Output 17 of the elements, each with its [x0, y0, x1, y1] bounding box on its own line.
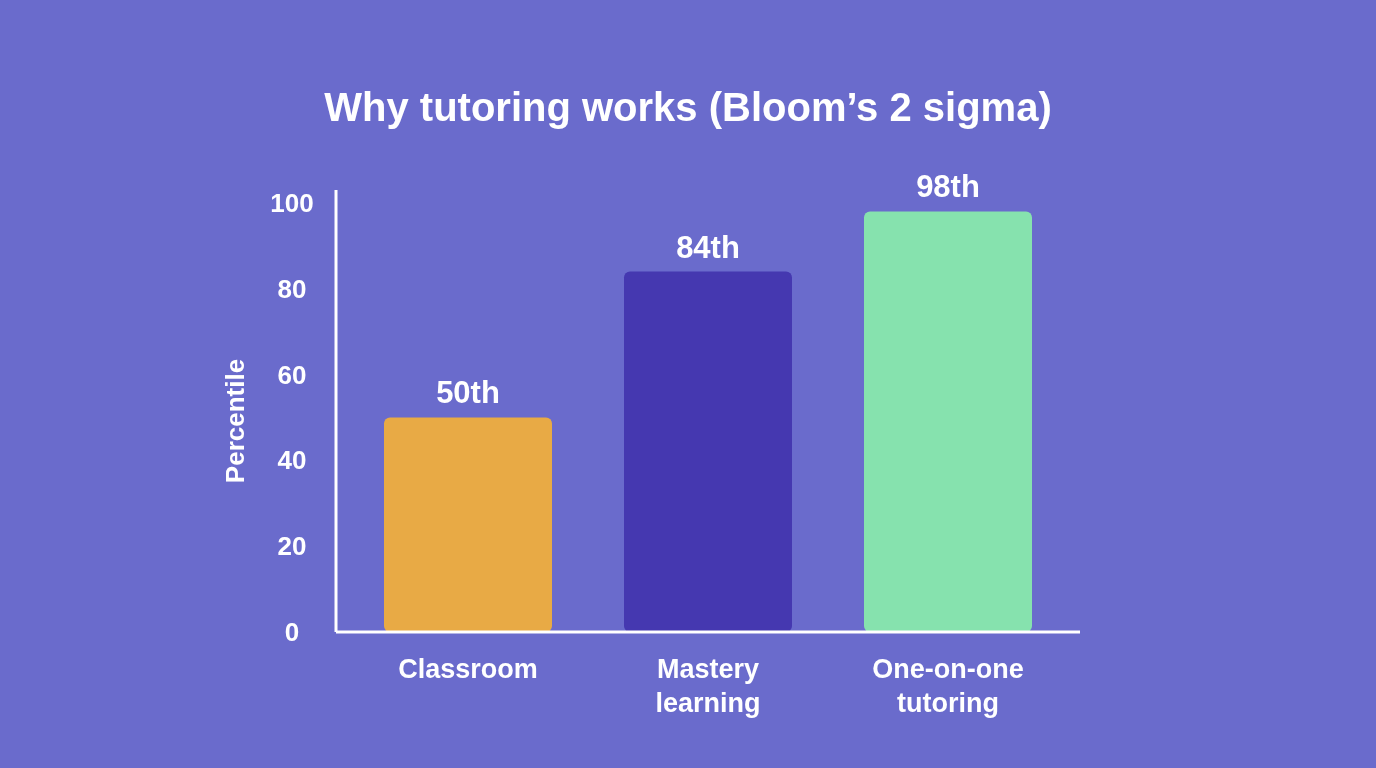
y-tick-label: 80: [277, 273, 307, 304]
y-tick-label: 0: [284, 617, 300, 648]
x-tick-label: Classroom: [398, 654, 538, 684]
chart-title: Why tutoring works (Bloom’s 2 sigma): [324, 85, 1052, 129]
bar: [624, 271, 792, 632]
data-label: 84th: [676, 229, 740, 265]
y-tick-label: 60: [277, 359, 307, 390]
bar: [864, 211, 1032, 632]
data-label: 98th: [916, 169, 980, 205]
y-tick-label: 20: [277, 531, 307, 562]
y-axis-title: Percentile: [220, 358, 250, 484]
data-label: 50th: [436, 375, 500, 411]
y-tick-label: 100: [270, 187, 314, 218]
y-tick-label: 40: [277, 445, 307, 476]
bar: [384, 417, 552, 632]
x-tick-label: Mastery learning: [655, 654, 761, 718]
x-tick-label: One-on-one tutoring: [872, 654, 1024, 718]
